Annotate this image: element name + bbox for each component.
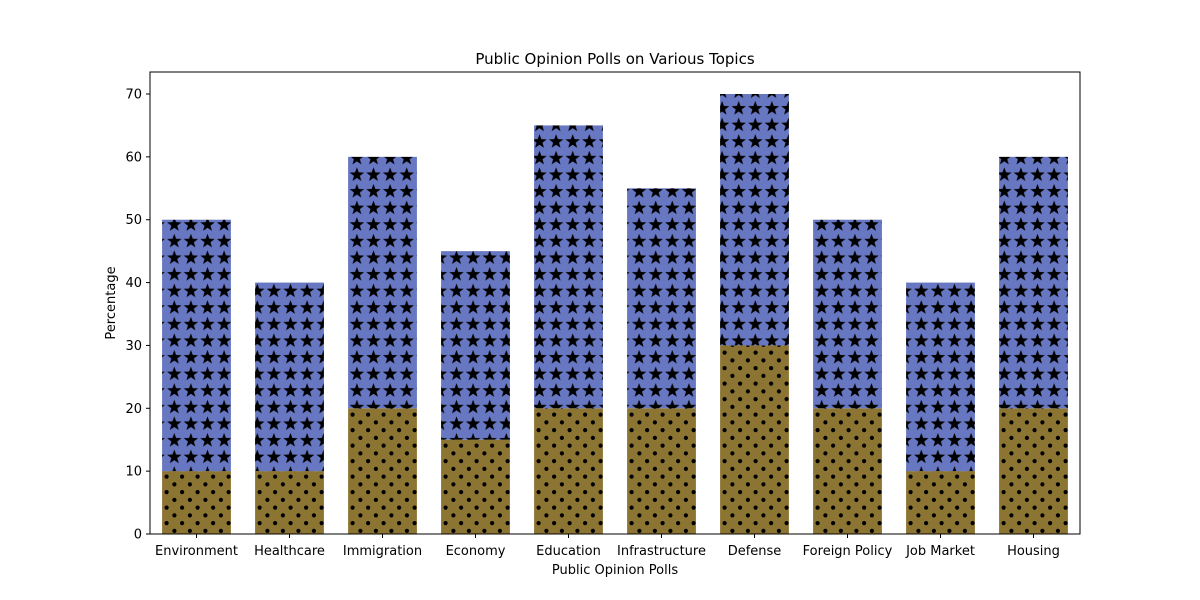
bar-healthcare-series-2 bbox=[255, 282, 324, 472]
bar-education-series-1 bbox=[534, 408, 603, 534]
bar-defense-series-2 bbox=[720, 94, 789, 346]
y-tick-label: 0 bbox=[134, 528, 142, 543]
bar-foreign-policy-series-2 bbox=[813, 219, 882, 409]
bar-defense-series-1 bbox=[720, 345, 789, 534]
bar-job-market-series-2 bbox=[906, 282, 975, 472]
bar-environment-series-2 bbox=[162, 219, 231, 472]
x-tick-label: Healthcare bbox=[254, 544, 325, 559]
y-tick-label: 20 bbox=[125, 402, 142, 417]
bar-economy-series-1 bbox=[441, 439, 510, 534]
y-tick-label: 60 bbox=[125, 150, 142, 165]
bar-job-market-series-1 bbox=[906, 471, 975, 534]
x-tick-label: Education bbox=[536, 544, 601, 559]
x-tick-label: Immigration bbox=[343, 544, 422, 559]
bar-housing-series-2 bbox=[999, 156, 1068, 409]
bar-infrastructure-series-2 bbox=[627, 188, 696, 409]
bar-infrastructure-series-1 bbox=[627, 408, 696, 534]
y-tick-label: 30 bbox=[125, 339, 142, 354]
chart-title: Public Opinion Polls on Various Topics bbox=[475, 50, 754, 68]
y-axis-label: Percentage bbox=[104, 266, 119, 339]
bar-healthcare-series-1 bbox=[255, 471, 324, 534]
bar-economy-series-2 bbox=[441, 251, 510, 440]
y-tick-label: 50 bbox=[125, 213, 142, 228]
x-tick-label: Economy bbox=[446, 544, 506, 559]
bars-layer bbox=[162, 94, 1068, 534]
axes-layer: 0 10 20 30 40 50 60 70 Environment Healthcare Immi… bbox=[125, 71, 1081, 559]
bar-foreign-policy-series-1 bbox=[813, 408, 882, 534]
bar-environment-series-1 bbox=[162, 471, 231, 534]
plot-frame bbox=[149, 71, 1081, 535]
x-tick-label: Job Market bbox=[905, 544, 975, 559]
bar-immigration-series-2 bbox=[348, 156, 417, 409]
x-axis-label: Public Opinion Polls bbox=[552, 563, 678, 578]
bar-housing-series-1 bbox=[999, 408, 1068, 534]
y-tick-label: 10 bbox=[125, 465, 142, 480]
x-tick-label: Housing bbox=[1007, 544, 1060, 559]
bar-education-series-2 bbox=[534, 125, 603, 409]
bar-immigration-series-1 bbox=[348, 408, 417, 534]
x-tick-label: Environment bbox=[155, 544, 238, 559]
x-tick-label: Foreign Policy bbox=[803, 544, 893, 559]
x-tick-label: Defense bbox=[728, 544, 782, 559]
y-tick-label: 40 bbox=[125, 276, 142, 291]
y-tick-label: 70 bbox=[125, 88, 142, 103]
x-tick-label: Infrastructure bbox=[617, 544, 706, 559]
